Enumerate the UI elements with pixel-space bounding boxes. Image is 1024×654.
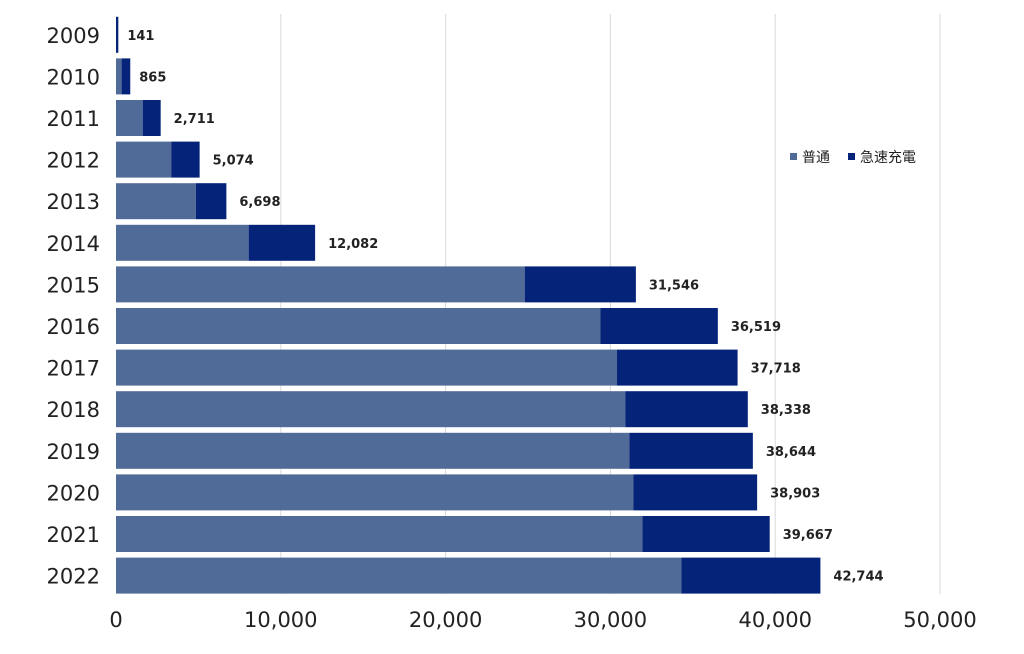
y-tick-label: 2018 [47,398,100,422]
total-label: 6,698 [239,195,280,210]
bar-rapid-2021[interactable] [642,516,770,552]
total-label: 38,338 [761,403,811,418]
total-label: 12,082 [328,237,378,252]
bar-normal-2011[interactable] [116,100,143,136]
legend-label: 普通 [802,150,830,166]
bar-rapid-2009[interactable] [116,16,119,53]
y-tick-label: 2021 [47,523,100,547]
x-tick-label: 0 [109,608,122,632]
total-label: 38,644 [766,445,816,460]
bar-rapid-2019[interactable] [629,432,753,469]
total-label: 36,519 [731,320,781,335]
bar-rapid-2015[interactable] [524,266,636,303]
total-label: 31,546 [649,278,699,293]
total-label: 141 [127,29,154,44]
bar-normal-2010[interactable] [116,58,122,95]
data-labels: 141 865 2,711 5,074 6,698 12,082 31,546 36,519 3… [127,29,883,585]
total-label: 42,744 [833,570,883,585]
bar-normal-2019[interactable] [116,432,630,469]
bar-normal-2015[interactable] [116,266,525,303]
total-label: 39,667 [783,528,833,543]
x-tick-label: 30,000 [574,608,647,632]
legend-swatch [790,153,797,160]
total-label: 865 [139,70,166,85]
y-tick-label: 2014 [47,232,100,256]
y-tick-label: 2022 [47,565,100,589]
y-tick-label: 2016 [47,315,100,339]
legend-swatch [848,153,855,160]
bar-rapid-2014[interactable] [248,224,316,261]
bar-normal-2020[interactable] [116,474,634,511]
bar-normal-2021[interactable] [116,516,643,552]
total-label: 2,711 [174,112,215,127]
total-label: 38,903 [770,486,820,501]
bar-normal-2017[interactable] [116,349,617,386]
bar-rapid-2017[interactable] [616,349,738,386]
y-tick-label: 2013 [47,190,100,214]
legend-item[interactable]: 普通 [790,150,830,166]
bar-rapid-2016[interactable] [600,308,718,344]
y-axis-ticks: 2009 2010 2011 2012 2013 2014 2015 2016 2017 2018… [47,24,100,589]
y-tick-label: 2012 [47,149,100,173]
x-tick-label: 50,000 [903,608,976,632]
bar-rapid-2020[interactable] [633,474,758,511]
total-label: 37,718 [751,362,801,377]
y-tick-label: 2019 [47,440,100,464]
x-tick-label: 10,000 [244,608,317,632]
legend-label: 急速充電 [860,150,916,166]
bar-normal-2018[interactable] [116,391,626,428]
total-label: 5,074 [213,154,254,169]
legend-item[interactable]: 急速充電 [848,150,916,166]
bar-rapid-2018[interactable] [625,391,748,428]
x-axis-ticks: 0 10,000 20,000 30,000 40,000 50,000 [109,608,976,632]
bars [116,16,821,594]
bar-rapid-2011[interactable] [142,100,161,136]
y-tick-label: 2015 [47,273,100,297]
y-tick-label: 2017 [47,357,100,381]
bar-normal-2016[interactable] [116,308,601,344]
bar-normal-2013[interactable] [116,183,196,220]
x-tick-label: 20,000 [409,608,482,632]
bar-rapid-2022[interactable] [681,557,821,594]
legend: 普通 急速充電 [790,150,916,166]
bar-rapid-2012[interactable] [171,141,200,178]
x-tick-label: 40,000 [738,608,811,632]
y-tick-label: 2011 [47,107,100,131]
y-tick-label: 2020 [47,481,100,505]
bar-normal-2012[interactable] [116,141,172,178]
y-tick-label: 2010 [47,65,100,89]
bar-normal-2022[interactable] [116,557,682,594]
bar-rapid-2010[interactable] [121,58,131,95]
y-tick-label: 2009 [47,24,100,48]
bar-rapid-2013[interactable] [195,183,227,220]
bar-normal-2014[interactable] [116,224,249,261]
